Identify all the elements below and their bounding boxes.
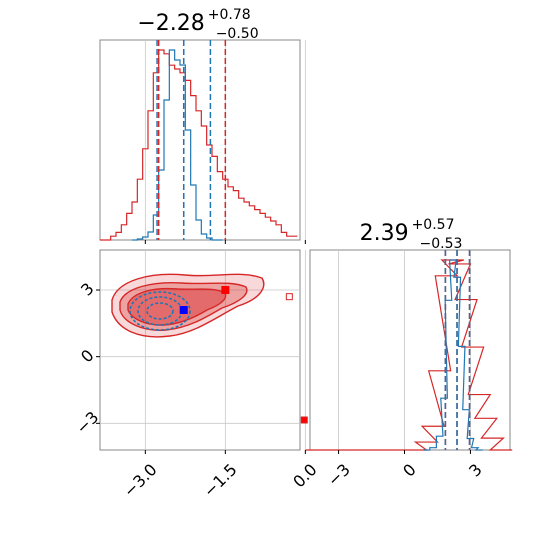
joint-y-ticklabel-1: 0: [77, 346, 98, 367]
chart-marks: [100, 40, 513, 451]
joint-x-ticklabel-2: 0.0: [289, 460, 320, 491]
joint-x-ticklabel-0: −3.0: [120, 460, 161, 501]
joint-y-ticklabel-2: −3: [72, 408, 102, 438]
param2-title-minus: −0.53: [419, 236, 462, 252]
blue-contour-inner: [146, 302, 174, 320]
joint-blue-marker: [179, 306, 188, 314]
param2-title-main: 2.39: [360, 221, 409, 246]
joint-y-ticklabel-0: 3: [77, 279, 98, 300]
param2-title: 2.39 +0.57 −0.53: [360, 217, 463, 252]
blue-contour-outer: [129, 291, 191, 331]
joint-x-ticklabel-1: −1.5: [200, 460, 241, 501]
param2-x-ticklabel-1: 0: [399, 460, 420, 481]
param1-title-minus: −0.50: [216, 26, 259, 42]
joint-red-marker: [221, 286, 230, 294]
joint-red-outlier-0: [300, 416, 308, 424]
param1-title-main: −2.28: [137, 11, 204, 36]
hist1-blue-line: [132, 49, 223, 241]
hist-param1-frame: [99, 39, 301, 241]
param2-x-ticklabel-2: 3: [465, 460, 486, 481]
joint-red-outlier-1: [285, 293, 293, 301]
hist-param2-frame: [309, 249, 511, 451]
hist2-blue-line: [423, 259, 483, 451]
param2-title-plus: +0.57: [412, 217, 455, 233]
param1-title: −2.28 +0.78 −0.50: [137, 7, 258, 42]
param2-x-ticklabel-0: −3: [324, 460, 354, 490]
param1-title-plus: +0.78: [208, 7, 251, 23]
hist1-red-line: [100, 49, 298, 241]
